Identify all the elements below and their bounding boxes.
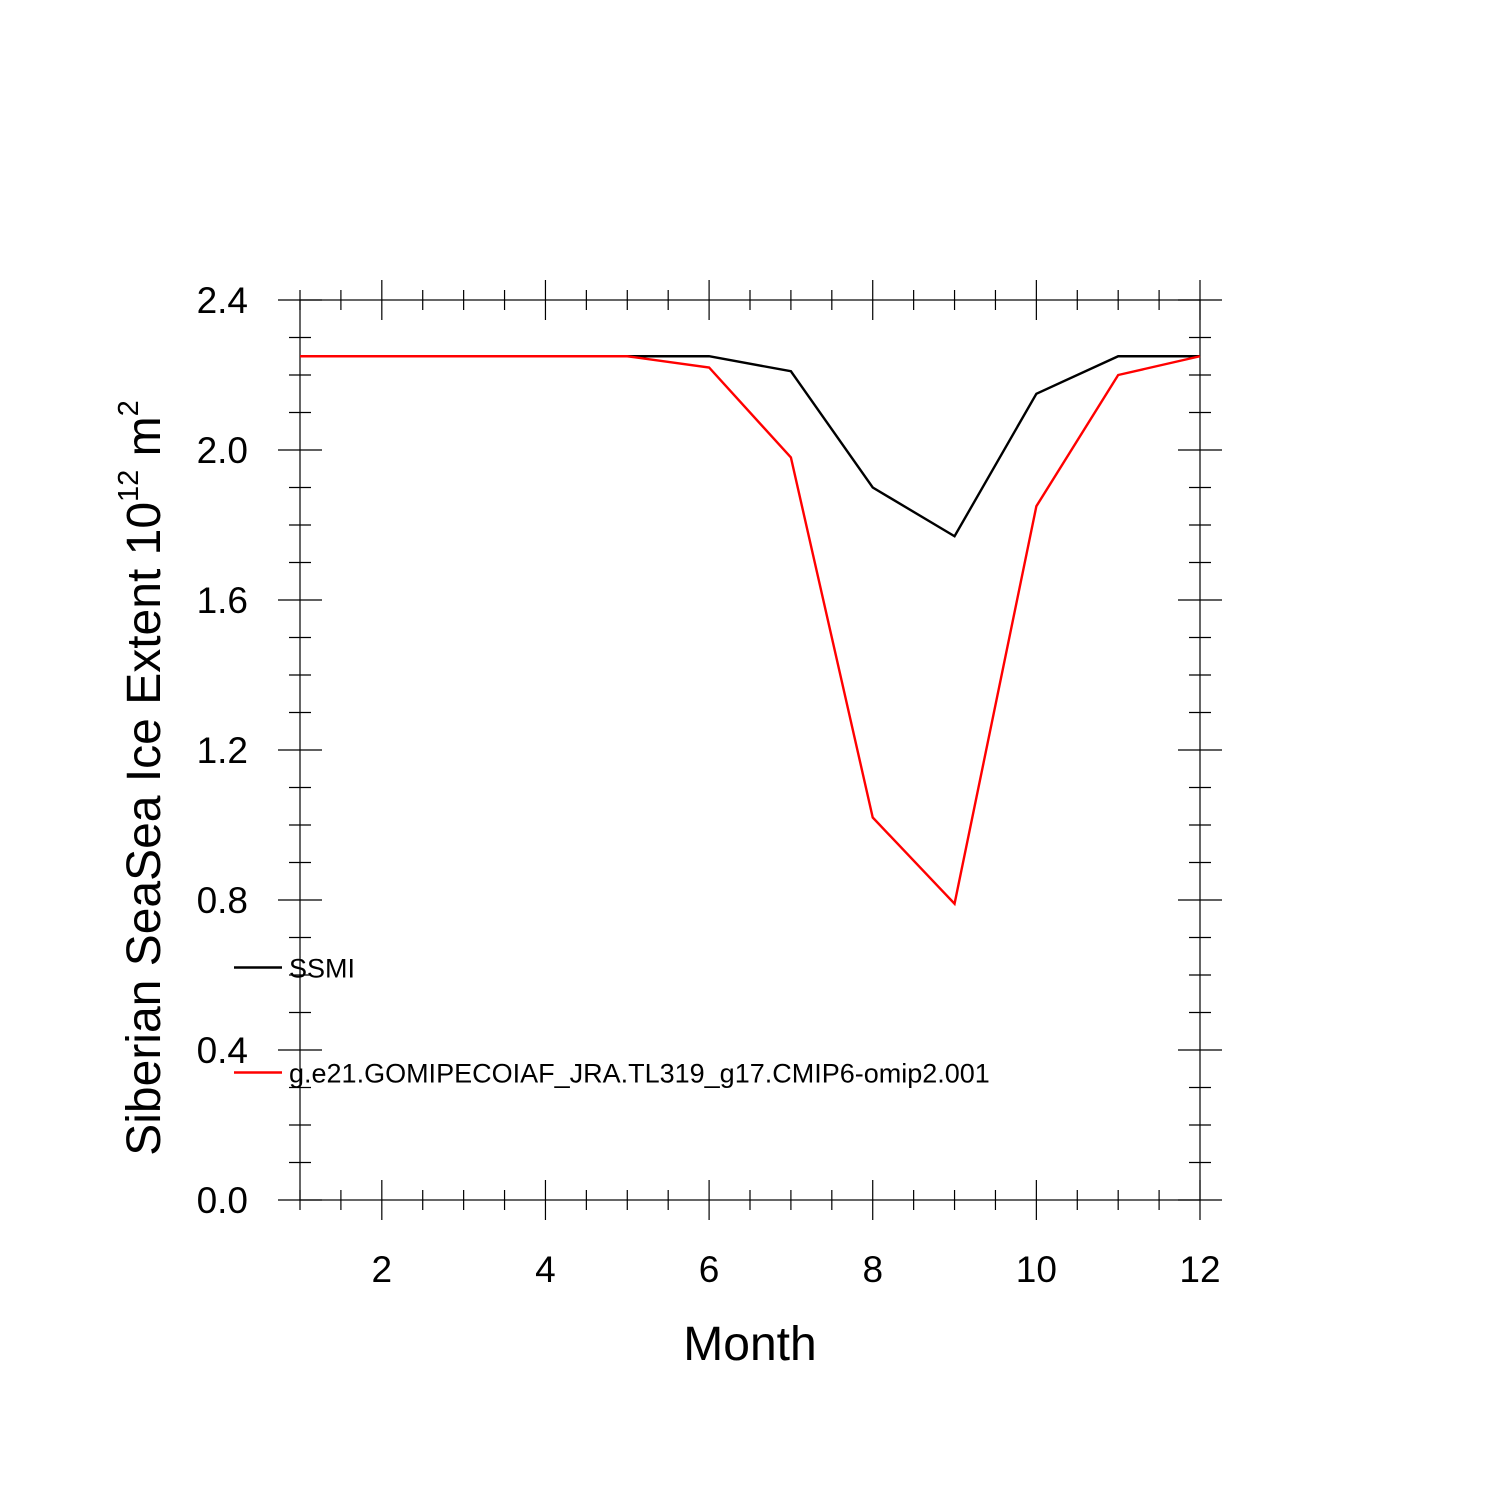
legend-label-1: SSMI [289, 954, 355, 984]
plot-frame [299, 299, 1201, 1201]
y-axis-title-main: Siberian SeaSea Ice Extent 10 [118, 502, 171, 1156]
y-axis-title-unit: m [118, 416, 171, 469]
legend: SSMI g.e21.GOMIPECOIAF_JRA.TL319_g17.CMIP… [234, 954, 990, 1089]
y-tick-label: 1.6 [197, 580, 248, 621]
series-line-2 [300, 355, 1201, 907]
y-tick-label: 0.4 [197, 1030, 248, 1071]
x-tick-label: 12 [1179, 1249, 1220, 1290]
x-tick-label: 4 [535, 1249, 556, 1290]
y-axis-title-unit-exponent: 2 [113, 400, 145, 416]
y-tick-label: 2.0 [197, 430, 248, 471]
x-tick-label: 10 [1016, 1249, 1057, 1290]
series-line-1 [300, 355, 1200, 538]
y-tick-label: 2.4 [197, 280, 248, 321]
y-tick-label: 0.8 [197, 880, 248, 921]
y-tick-label: 1.2 [197, 730, 248, 771]
legend-label-2: g.e21.GOMIPECOIAF_JRA.TL319_g17.CMIP6-om… [289, 1059, 990, 1089]
x-tick-label: 8 [862, 1249, 883, 1290]
x-axis-title: Month [683, 1318, 816, 1371]
tick-labels: 2 4 6 8 10 12 0.0 0.4 0.8 1.2 1.6 2.0 2.4 [197, 280, 1221, 1290]
y-tick-label: 0.0 [197, 1180, 248, 1221]
y-axis-title: Siberian SeaSea Ice Extent 1012 m2 [113, 400, 171, 1156]
y-axis-title-exponent: 12 [113, 470, 145, 502]
series-group [300, 355, 1201, 907]
x-tick-label: 6 [699, 1249, 720, 1290]
x-tick-label: 2 [372, 1249, 393, 1290]
